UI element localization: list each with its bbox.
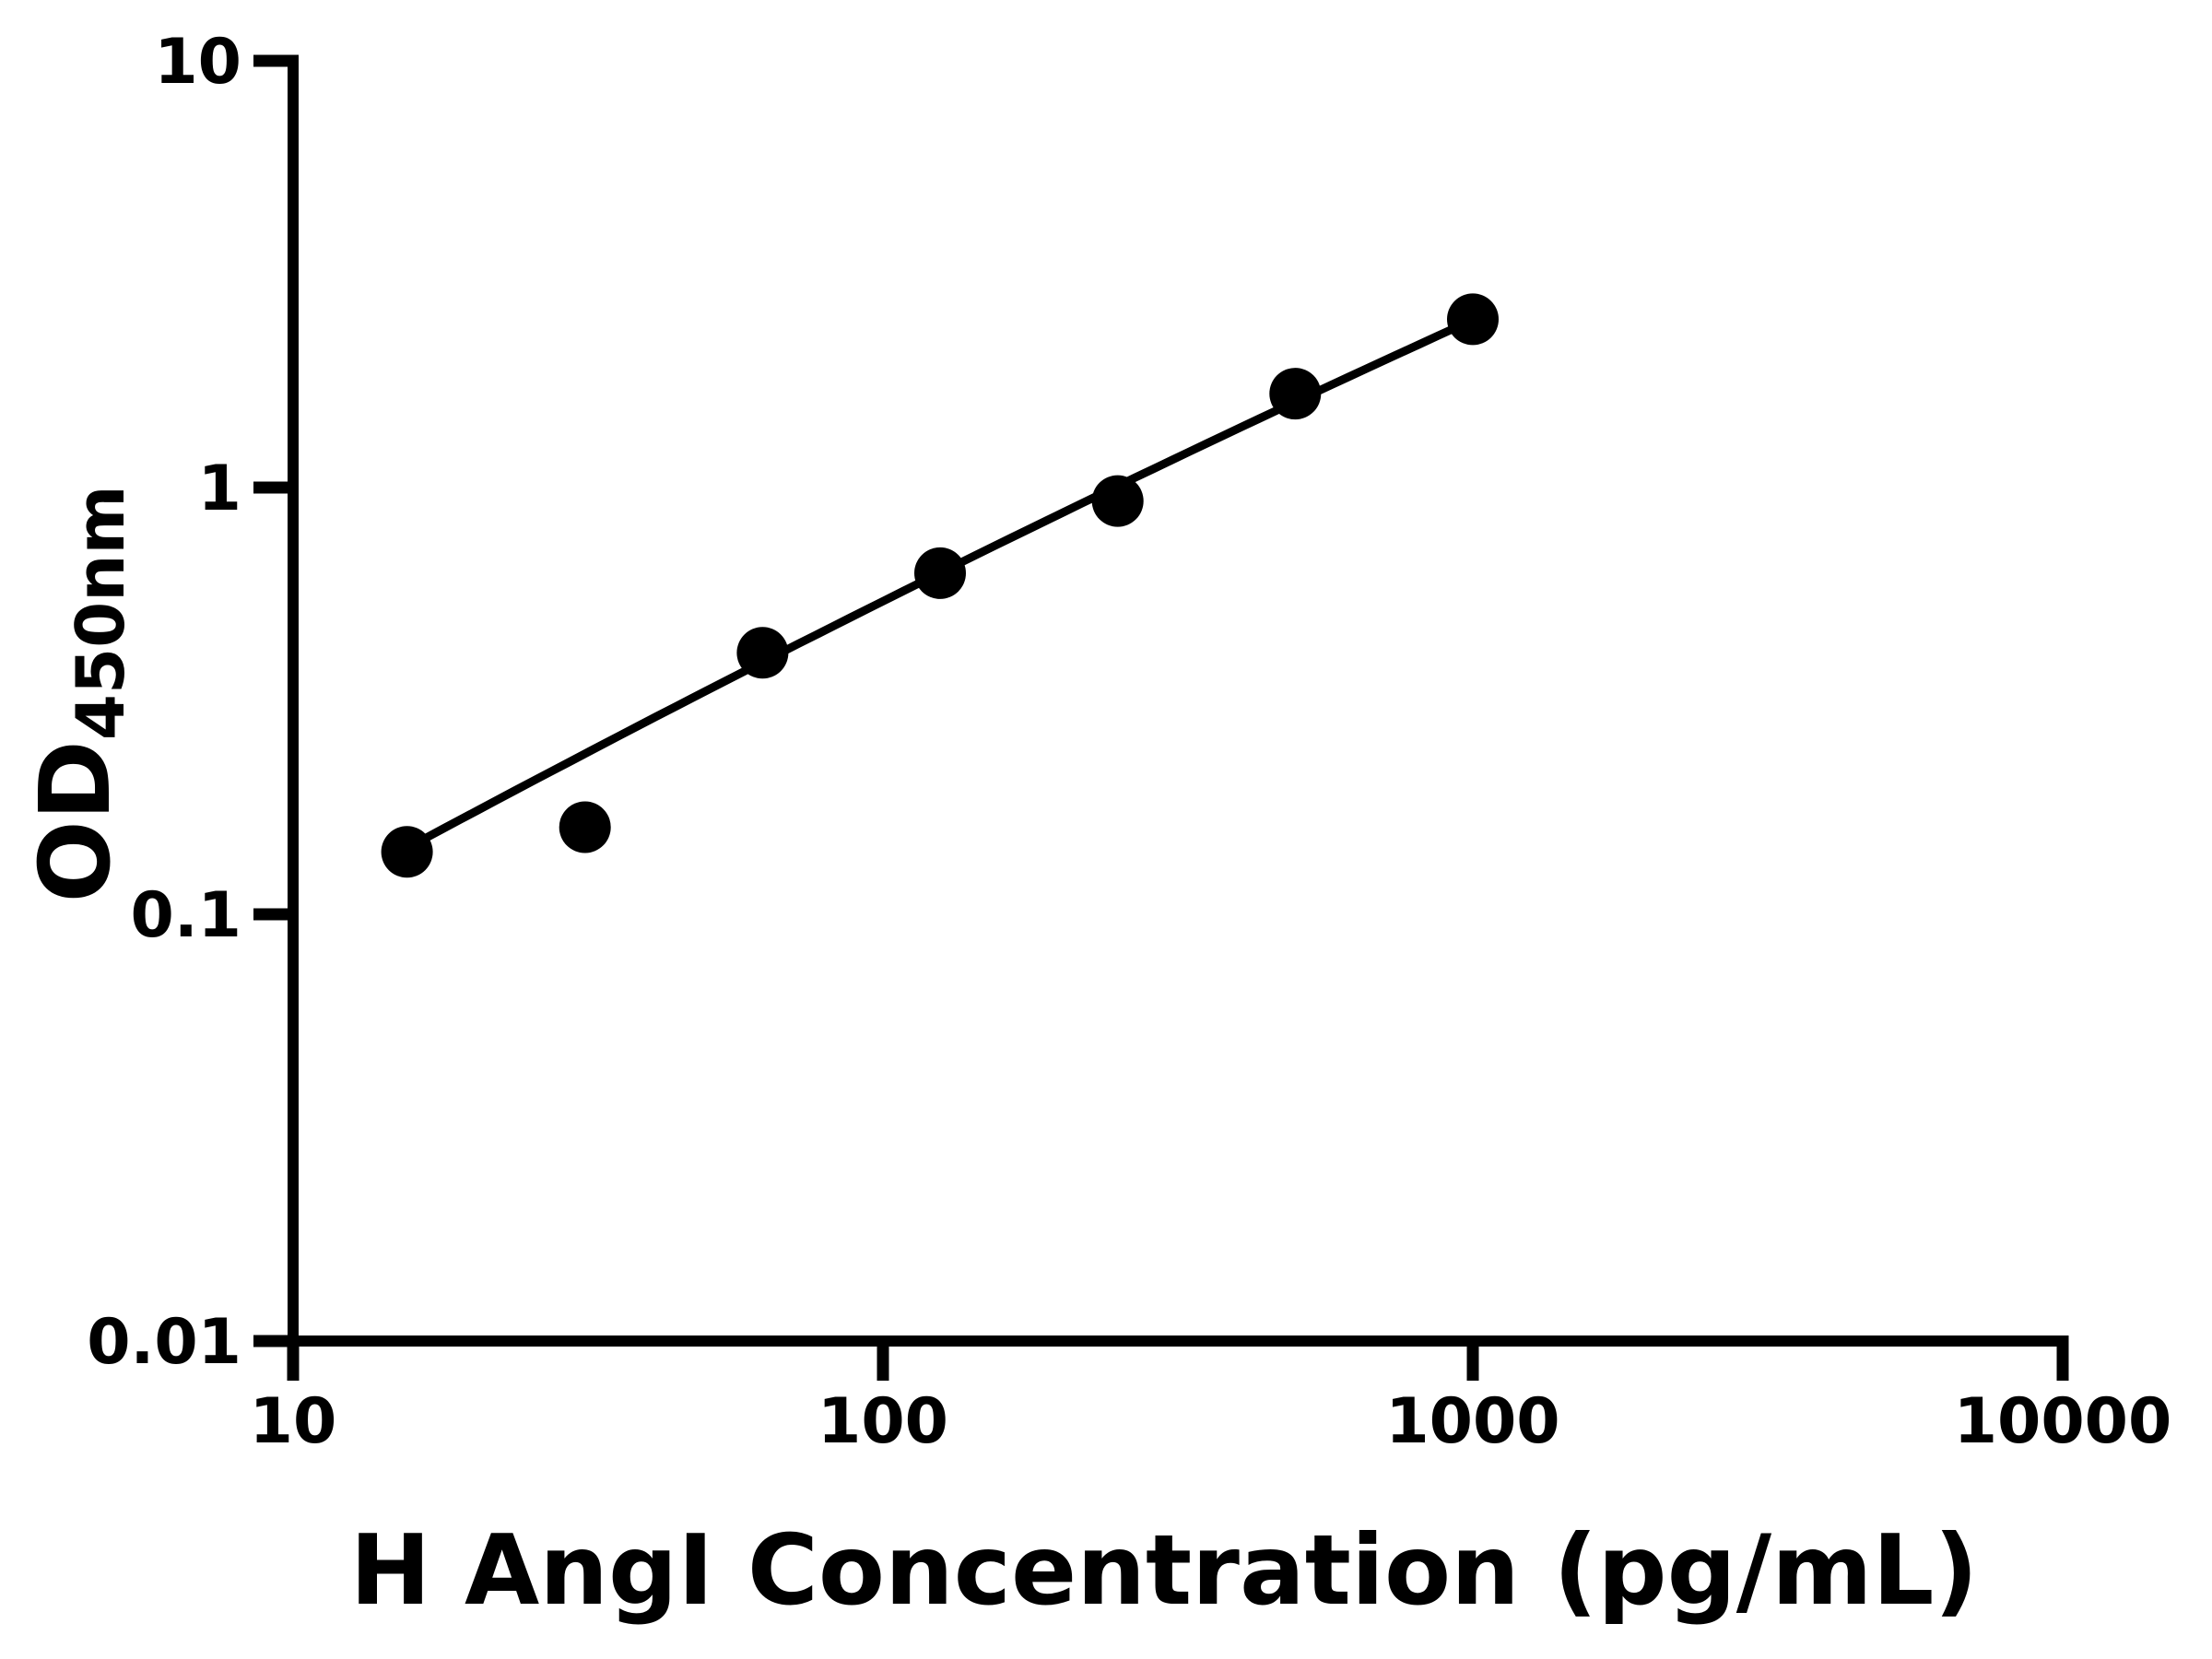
y-axis-title-main: OD	[19, 740, 132, 902]
x-tick-label: 1000	[1385, 1385, 1559, 1458]
y-tick-label: 10	[154, 26, 241, 99]
y-axis-title-subscript: 450nm	[62, 486, 139, 741]
data-point	[1091, 475, 1144, 527]
data-point	[914, 547, 966, 599]
x-tick-label: 100	[818, 1385, 948, 1458]
data-point	[736, 627, 789, 679]
data-point	[559, 801, 611, 853]
x-tick-label: 10	[250, 1385, 337, 1458]
y-tick-label: 1	[198, 453, 241, 525]
data-point	[1269, 368, 1322, 420]
x-tick-label: 10000	[1954, 1385, 2172, 1458]
x-axis-title: H AngI Concentration (pg/mL)	[350, 1514, 1979, 1627]
data-point	[1447, 293, 1499, 346]
y-tick-label: 0.01	[87, 1306, 241, 1379]
y-axis-title: OD450nm	[19, 486, 139, 903]
data-point	[381, 826, 433, 878]
y-tick-label: 0.1	[131, 879, 241, 952]
